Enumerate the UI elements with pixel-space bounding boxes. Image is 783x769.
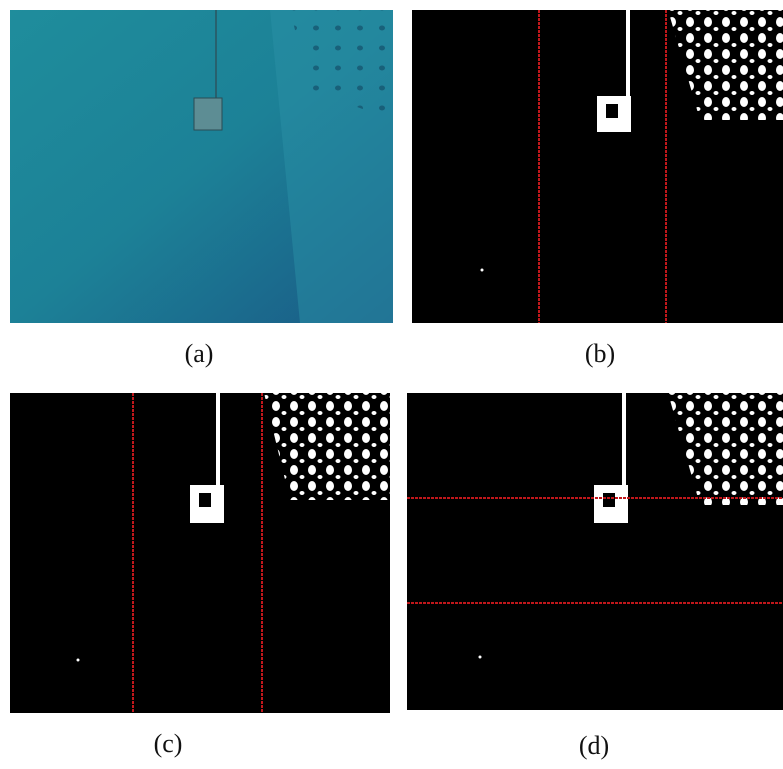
panel-b xyxy=(412,10,783,323)
caption: (b) xyxy=(585,339,615,368)
caption: (c) xyxy=(154,729,183,758)
panel-c xyxy=(10,393,390,713)
figure: (a) (b) (c) (d) xyxy=(0,0,783,769)
caption: (d) xyxy=(579,731,609,760)
panel-a xyxy=(10,10,393,323)
caption: (a) xyxy=(185,339,214,368)
panel-d xyxy=(407,393,783,710)
